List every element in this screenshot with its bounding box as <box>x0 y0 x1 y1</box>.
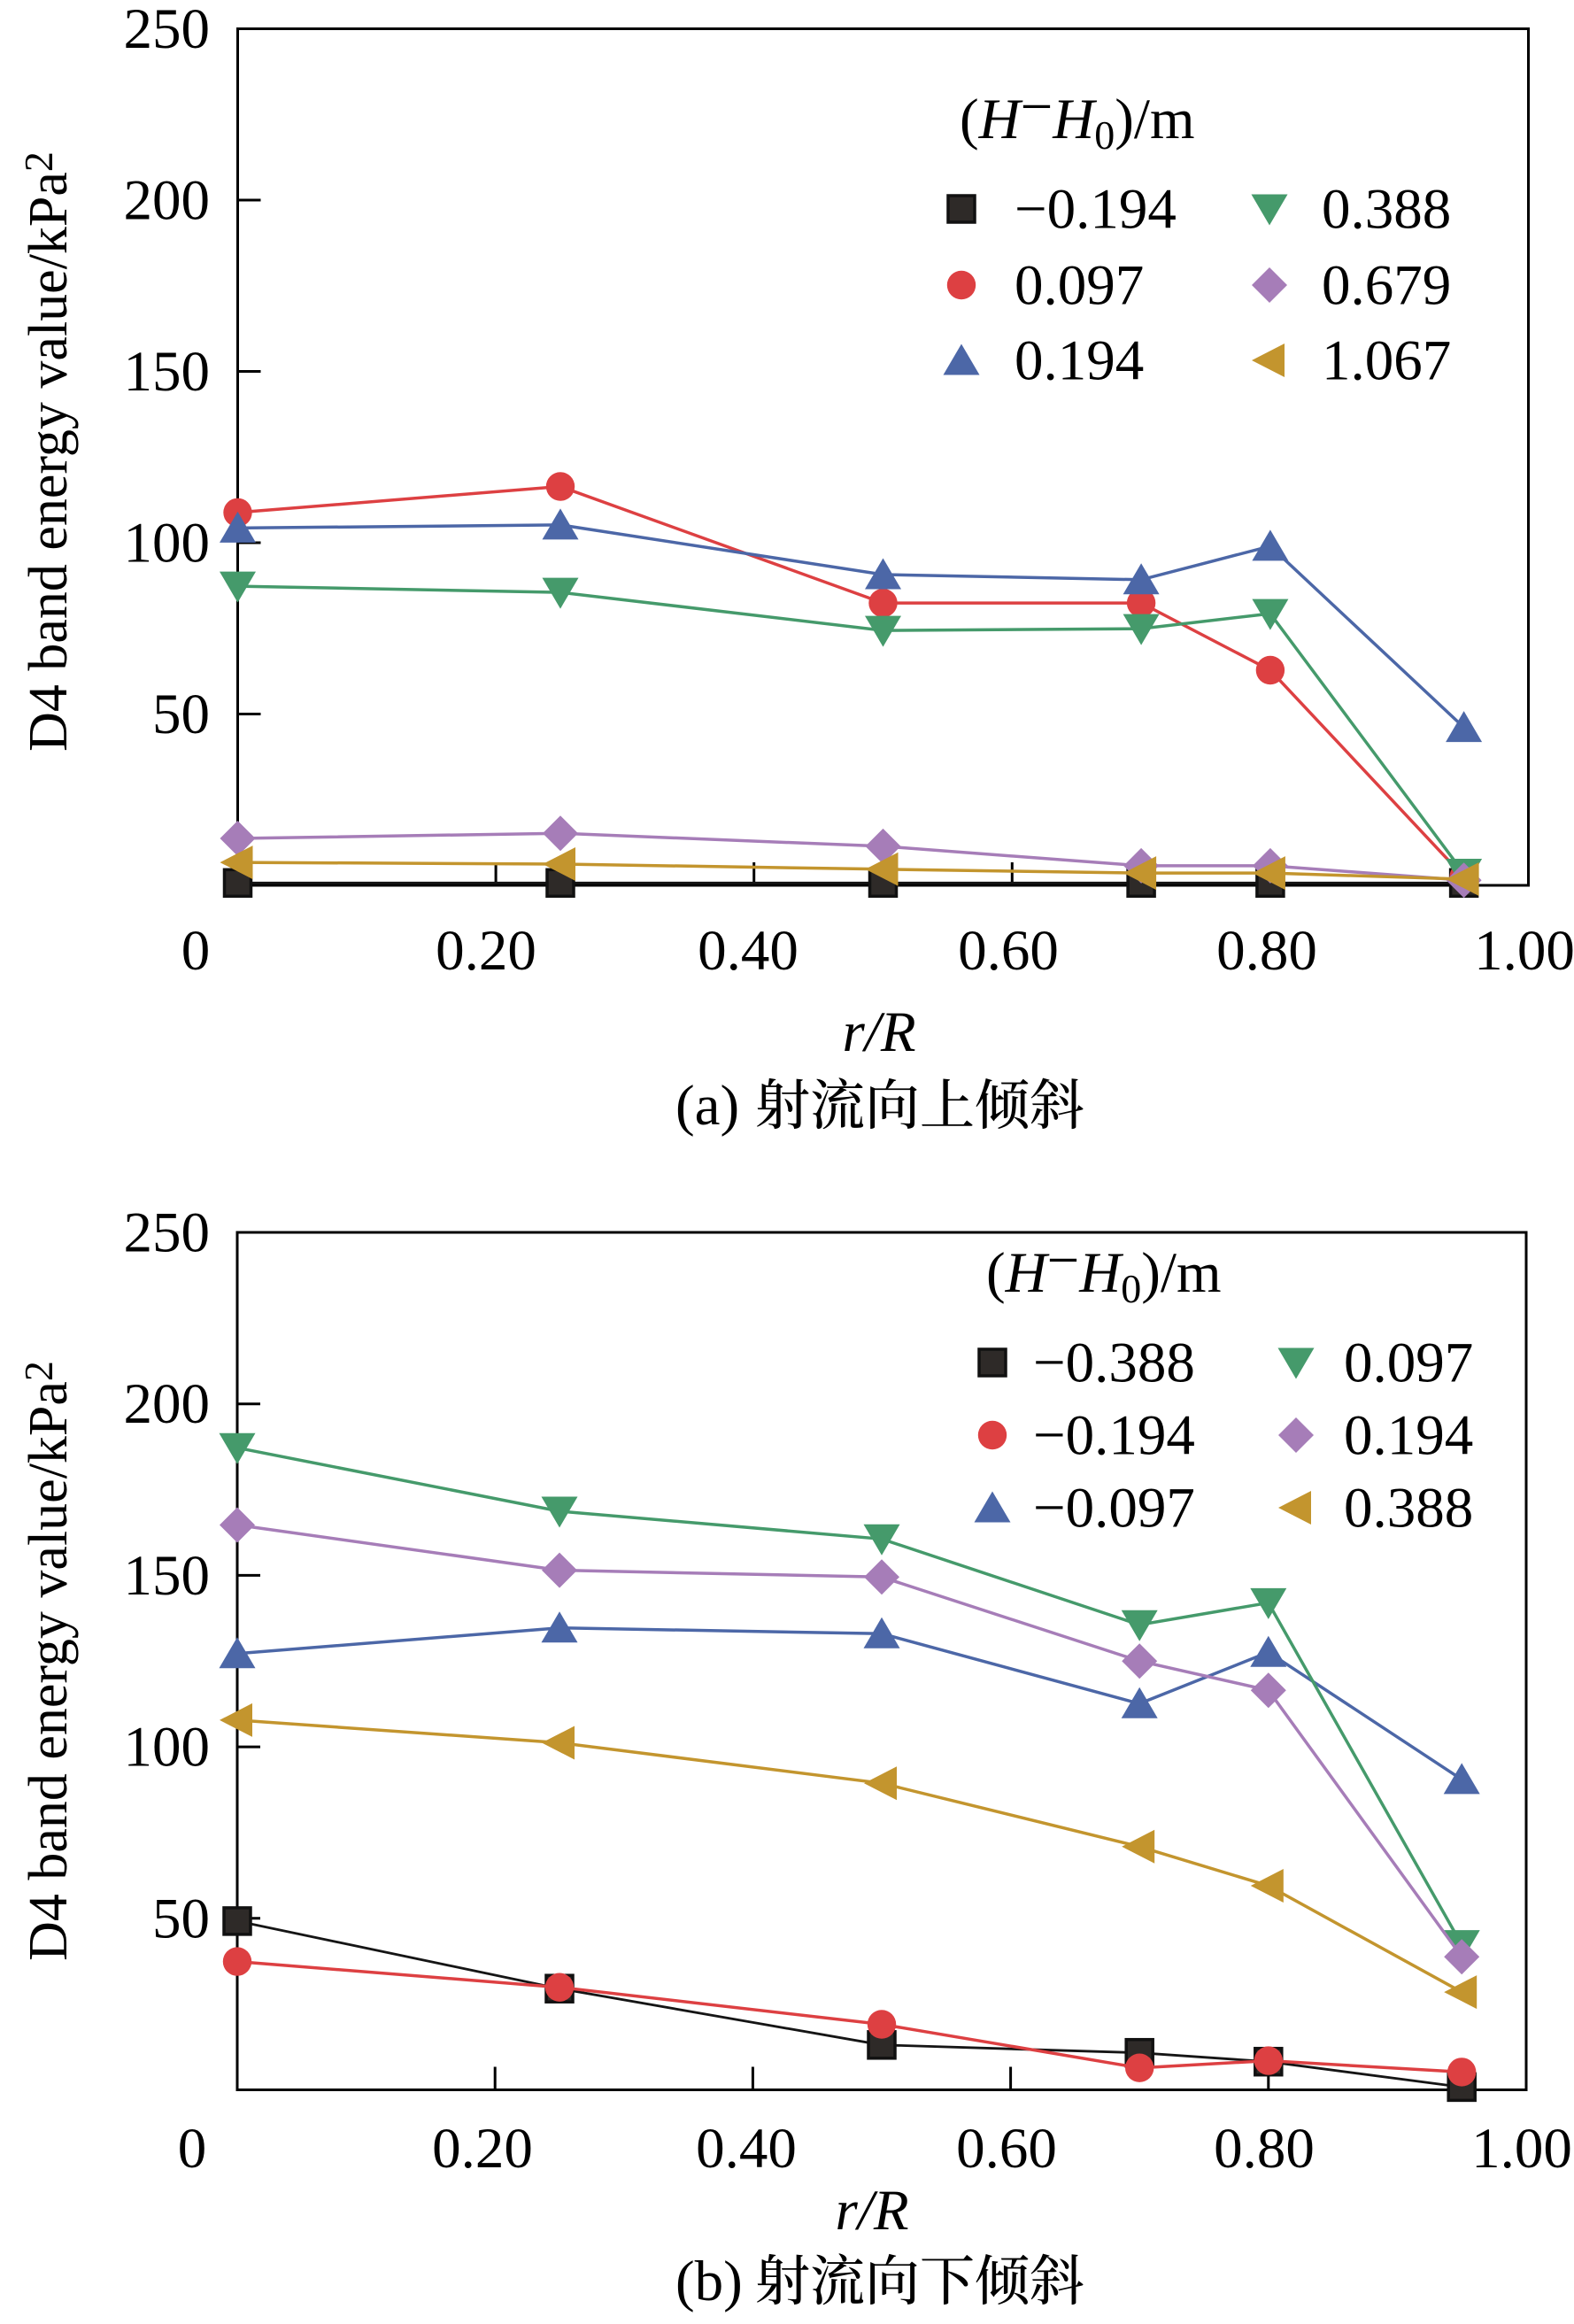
svg-text:1.067: 1.067 <box>1322 329 1451 393</box>
svg-text:−0.194: −0.194 <box>1033 1404 1195 1468</box>
svg-text:0.20: 0.20 <box>432 2117 533 2181</box>
svg-text:250: 250 <box>124 0 211 61</box>
svg-text:−0.097: −0.097 <box>1033 1477 1195 1540</box>
svg-text:150: 150 <box>124 340 211 404</box>
svg-text:r/R: r/R <box>842 1000 915 1064</box>
svg-text:150: 150 <box>124 1544 211 1608</box>
svg-text:(b): (b) <box>675 2250 743 2313</box>
svg-text:1.00: 1.00 <box>1471 2117 1572 2181</box>
svg-text:100: 100 <box>124 1716 211 1780</box>
svg-text:0.388: 0.388 <box>1344 1477 1473 1540</box>
svg-text:100: 100 <box>124 512 211 575</box>
svg-text:0.388: 0.388 <box>1322 178 1451 242</box>
svg-text:0.097: 0.097 <box>1015 254 1144 318</box>
svg-text:250: 250 <box>124 1201 211 1265</box>
svg-text:0.80: 0.80 <box>1214 2117 1315 2181</box>
svg-text:0: 0 <box>181 919 211 983</box>
svg-text:0.20: 0.20 <box>436 919 536 983</box>
svg-text:r/R: r/R <box>835 2179 908 2243</box>
svg-text:50: 50 <box>152 1887 210 1950</box>
svg-text:0.097: 0.097 <box>1344 1332 1473 1395</box>
svg-text:(H−H0)/m: (H−H0)/m <box>986 1229 1222 1311</box>
svg-text:0.194: 0.194 <box>1015 329 1144 393</box>
svg-text:0.80: 0.80 <box>1216 919 1317 983</box>
svg-text:D4 band energy value/kPa2: D4 band energy value/kPa2 <box>16 1361 79 1961</box>
svg-text:(a): (a) <box>675 1074 739 1138</box>
svg-text:0.40: 0.40 <box>696 2117 797 2181</box>
svg-text:−0.388: −0.388 <box>1033 1332 1195 1395</box>
svg-text:200: 200 <box>124 1372 211 1436</box>
svg-text:0.60: 0.60 <box>958 919 1059 983</box>
svg-text:D4 band energy value/kPa2: D4 band energy value/kPa2 <box>16 151 79 752</box>
svg-text:1.00: 1.00 <box>1474 919 1574 983</box>
svg-text:0.60: 0.60 <box>956 2117 1057 2181</box>
svg-text:50: 50 <box>152 683 210 746</box>
svg-text:(H−H0)/m: (H−H0)/m <box>960 75 1195 158</box>
svg-text:0.679: 0.679 <box>1322 254 1451 318</box>
svg-text:200: 200 <box>124 169 211 233</box>
svg-text:0: 0 <box>178 2117 207 2181</box>
svg-text:0.40: 0.40 <box>698 919 799 983</box>
svg-text:−0.194: −0.194 <box>1015 178 1177 242</box>
svg-text:0.194: 0.194 <box>1344 1404 1473 1468</box>
